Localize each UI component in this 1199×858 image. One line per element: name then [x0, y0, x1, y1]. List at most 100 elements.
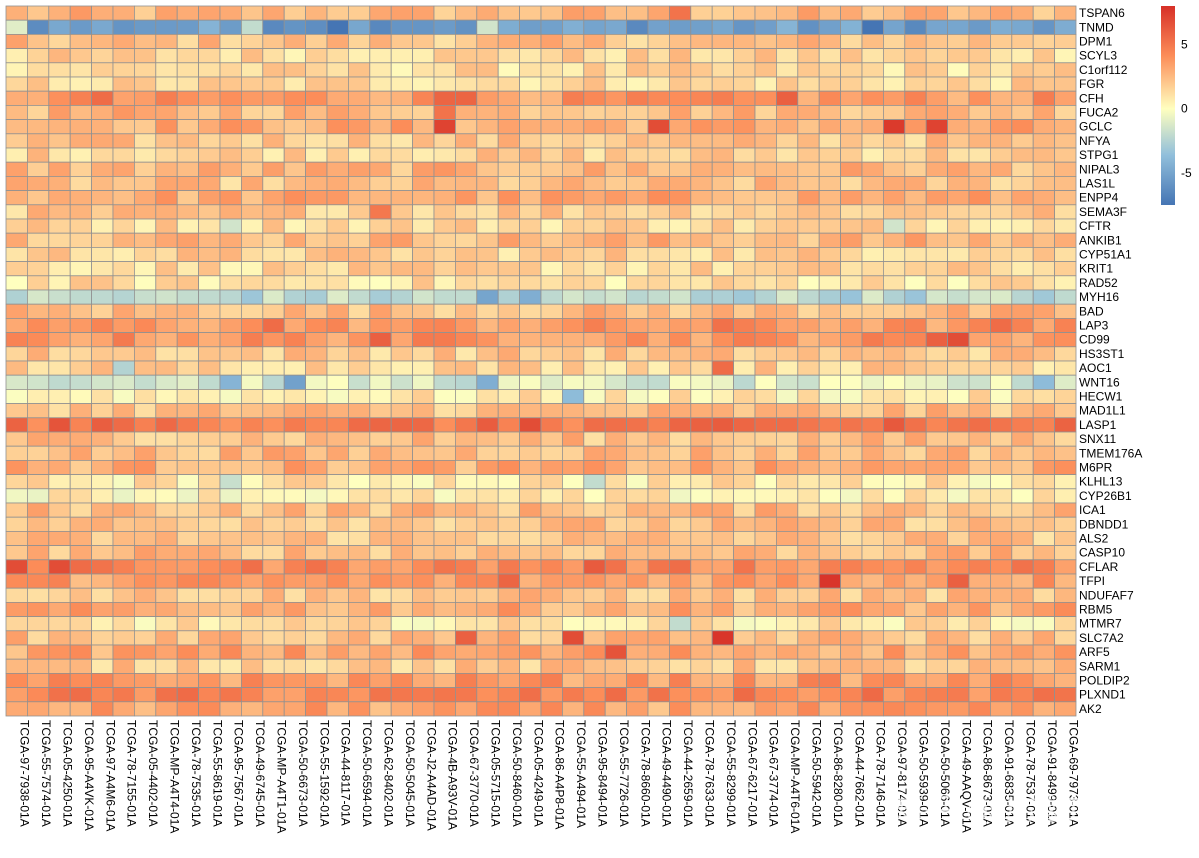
- heatmap-cell: [818, 474, 842, 490]
- heatmap-cell: [776, 559, 799, 575]
- heatmap-cell: [283, 289, 307, 305]
- heatmap-cell: [48, 332, 71, 348]
- heatmap-cell: [818, 602, 842, 618]
- heatmap-cell: [326, 261, 349, 277]
- heatmap-cell: [647, 445, 670, 461]
- heatmap-cell: [390, 246, 414, 262]
- heatmap-cell: [369, 630, 392, 646]
- heatmap-cell: [369, 218, 392, 234]
- heatmap-cell: [305, 403, 328, 419]
- heatmap-cell: [326, 658, 349, 674]
- heatmap-cell: [947, 76, 970, 92]
- heatmap-cell: [797, 218, 820, 234]
- heatmap-cell: [1011, 417, 1034, 433]
- heatmap-cell: [540, 616, 563, 632]
- heatmap-cell: [647, 673, 670, 689]
- heatmap-cell: [669, 232, 692, 248]
- heatmap-cell: [219, 246, 242, 262]
- heatmap-cell: [861, 459, 884, 475]
- heatmap-cell: [733, 630, 756, 646]
- heatmap-cell: [883, 275, 906, 291]
- heatmap-cell: [48, 62, 71, 78]
- heatmap-cell: [155, 531, 178, 547]
- heatmap-cell: [48, 502, 71, 518]
- heatmap-cell: [583, 90, 606, 106]
- heatmap-cell: [369, 5, 392, 21]
- heatmap-cell: [604, 147, 628, 163]
- heatmap-cell: [690, 559, 713, 575]
- heatmap-cell: [519, 403, 542, 419]
- heatmap-cell: [647, 232, 670, 248]
- heatmap-cell: [133, 516, 157, 532]
- heatmap-cell: [26, 76, 50, 92]
- heatmap-cell: [1011, 531, 1034, 547]
- heatmap-cell: [412, 48, 435, 64]
- colorbar-tick-label: 0: [1181, 102, 1188, 116]
- heatmap-cell: [883, 147, 906, 163]
- heatmap-cell: [990, 502, 1013, 518]
- heatmap-cell: [990, 488, 1013, 504]
- heatmap-cell: [883, 218, 906, 234]
- heatmap-cell: [26, 5, 50, 21]
- heatmap-cell: [690, 105, 713, 121]
- heatmap-cell: [733, 701, 756, 717]
- heatmap-cell: [669, 516, 692, 532]
- heatmap-cell: [454, 261, 478, 277]
- heatmap-cell: [91, 488, 114, 504]
- heatmap-cell: [647, 658, 670, 674]
- heatmap-cell: [990, 317, 1013, 333]
- heatmap-cell: [198, 616, 221, 632]
- heatmap-cell: [133, 374, 157, 390]
- heatmap-cell: [497, 417, 521, 433]
- heatmap-cell: [5, 687, 28, 703]
- heatmap-cell: [626, 630, 649, 646]
- heatmap-cell: [497, 332, 521, 348]
- heatmap-cell: [5, 62, 28, 78]
- heatmap-cell: [904, 275, 927, 291]
- heatmap-cell: [262, 218, 285, 234]
- heatmap-cell: [647, 332, 670, 348]
- heatmap-cell: [433, 502, 456, 518]
- heatmap-cell: [861, 602, 884, 618]
- heatmap-cell: [347, 5, 371, 21]
- heatmap-cell: [454, 630, 478, 646]
- heatmap-cell: [904, 48, 927, 64]
- heatmap-cell: [583, 346, 606, 362]
- heatmap-cell: [369, 545, 392, 561]
- heatmap-cell: [26, 673, 50, 689]
- heatmap-cell: [904, 90, 927, 106]
- heatmap-cell: [1032, 474, 1055, 490]
- heatmap-cell: [883, 701, 906, 717]
- heatmap-cell: [262, 388, 285, 404]
- heatmap-cell: [711, 232, 735, 248]
- heatmap-cell: [540, 175, 563, 191]
- heatmap-cell: [326, 105, 349, 121]
- heatmap-cell: [219, 516, 242, 532]
- row-label: CYP26B1: [1079, 489, 1132, 503]
- heatmap-cell: [797, 48, 820, 64]
- heatmap-cell: [540, 431, 563, 447]
- heatmap-cell: [540, 204, 563, 220]
- heatmap-cell: [690, 62, 713, 78]
- heatmap-cell: [711, 5, 735, 21]
- heatmap-cell: [198, 19, 221, 35]
- heatmap-cell: [647, 147, 670, 163]
- heatmap-cell: [26, 388, 50, 404]
- heatmap-cell: [669, 204, 692, 220]
- heatmap-cell: [1032, 573, 1055, 589]
- heatmap-cell: [69, 5, 92, 21]
- heatmap-cell: [840, 218, 863, 234]
- heatmap-cell: [711, 133, 735, 149]
- heatmap-cell: [305, 573, 328, 589]
- heatmap-cell: [497, 360, 521, 376]
- heatmap-cell: [240, 474, 264, 490]
- heatmap-cell: [5, 5, 28, 21]
- heatmap-cell: [797, 261, 820, 277]
- heatmap-cell: [925, 474, 949, 490]
- column-label: TCGA-49-6745-01A: [253, 720, 267, 827]
- heatmap-cell: [412, 474, 435, 490]
- heatmap-cell: [497, 545, 521, 561]
- heatmap-cell: [540, 658, 563, 674]
- heatmap-cell: [647, 76, 670, 92]
- heatmap-cell: [283, 204, 307, 220]
